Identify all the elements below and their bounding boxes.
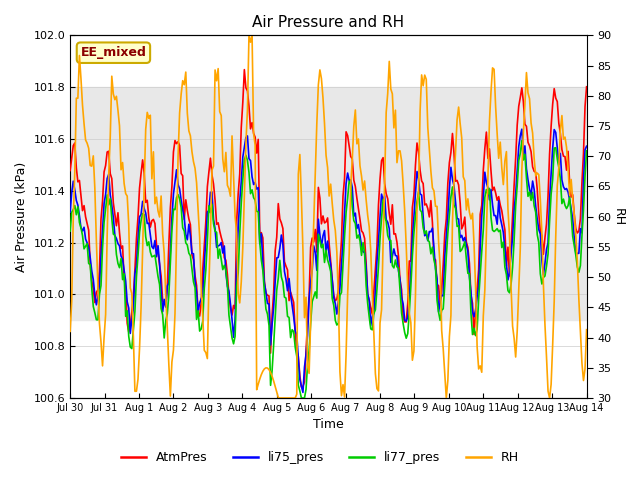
X-axis label: Time: Time — [313, 419, 344, 432]
Y-axis label: RH: RH — [612, 207, 625, 226]
Title: Air Pressure and RH: Air Pressure and RH — [252, 15, 404, 30]
Y-axis label: Air Pressure (kPa): Air Pressure (kPa) — [15, 162, 28, 272]
Bar — [70, 87, 587, 320]
Legend: AtmPres, li75_pres, li77_pres, RH: AtmPres, li75_pres, li77_pres, RH — [116, 446, 524, 469]
Text: EE_mixed: EE_mixed — [81, 46, 147, 59]
